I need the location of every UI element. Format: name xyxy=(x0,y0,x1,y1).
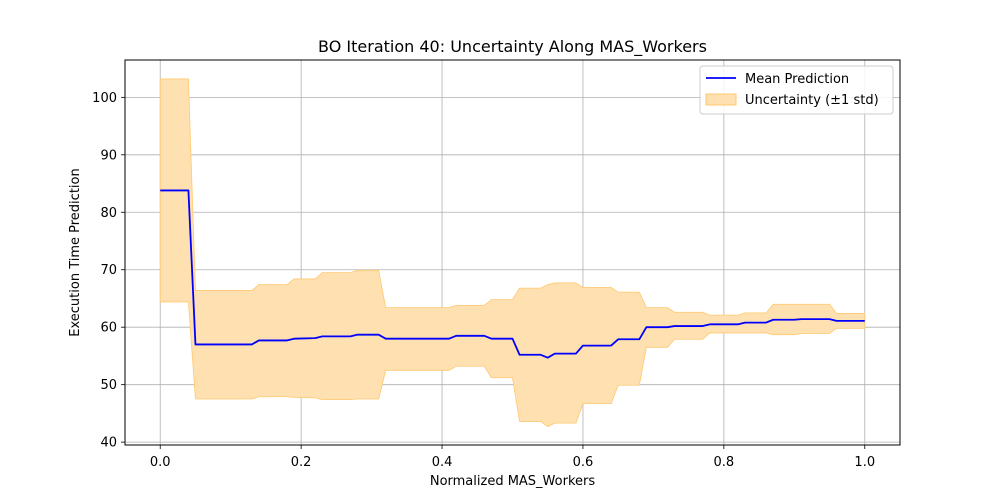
mean-prediction-line xyxy=(160,189,865,359)
x-tick-label: 0.2 xyxy=(291,455,312,470)
x-tick-label: 0.0 xyxy=(150,455,171,470)
x-tick-label: 0.6 xyxy=(573,455,594,470)
legend-mean-label: Mean Prediction xyxy=(745,72,849,87)
legend-band-label: Uncertainty (±1 std) xyxy=(745,93,879,108)
y-tick-label: 90 xyxy=(100,148,117,163)
x-tick-label: 0.8 xyxy=(714,455,735,470)
y-tick-label: 60 xyxy=(100,321,117,336)
y-tick-label: 40 xyxy=(100,436,117,451)
x-axis-label: Normalized MAS_Workers xyxy=(430,474,596,489)
y-tick-label: 80 xyxy=(100,206,117,221)
legend: Mean Prediction Uncertainty (±1 std) xyxy=(699,65,894,115)
legend-band-swatch xyxy=(705,93,737,106)
legend-box xyxy=(699,65,894,115)
y-axis-label: Execution Time Prediction xyxy=(68,168,83,336)
x-tick-label: 1.0 xyxy=(854,455,875,470)
x-tick-label: 0.4 xyxy=(432,455,453,470)
y-tick-label: 100 xyxy=(92,91,117,106)
axis-ticks: 0.0 0.2 0.4 0.6 0.8 1.0 40 50 60 70 80 90 100 xyxy=(92,91,875,470)
mean-line-layer xyxy=(160,189,865,359)
grid-lines xyxy=(125,60,900,445)
y-tick-label: 50 xyxy=(100,378,117,393)
y-tick-label: 70 xyxy=(100,263,117,278)
uncertainty-band-layer xyxy=(159,78,866,428)
plot-frame xyxy=(124,59,901,446)
uncertainty-band xyxy=(159,78,866,428)
chart-title: BO Iteration 40: Uncertainty Along MAS_W… xyxy=(318,37,707,57)
